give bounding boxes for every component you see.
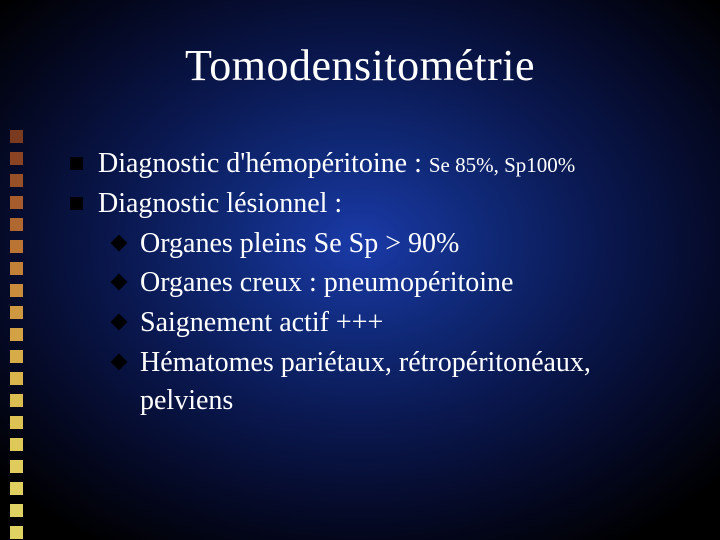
sub-bullet-item: Hématomes pariétaux, rétropéritonéaux, p… (70, 344, 680, 420)
bullet-text: Diagnostic d'hémopéritoine : (98, 148, 429, 179)
decorative-square (10, 482, 23, 495)
slide-body: Diagnostic d'hémopéritoine : Se 85%, Sp1… (70, 145, 680, 420)
slide: Tomodensitométrie Diagnostic d'hémopérit… (0, 0, 720, 540)
decorative-square (10, 416, 23, 429)
sub-bullet-text: Organes pleins Se Sp > 90% (140, 228, 459, 259)
decorative-square (10, 460, 23, 473)
sub-bullet-text: Organes creux : pneumopéritoine (140, 267, 513, 298)
diamond-bullet-icon (111, 314, 128, 331)
slide-title: Tomodensitométrie (0, 40, 720, 91)
diamond-bullet-icon (111, 353, 128, 370)
decorative-square (10, 196, 23, 209)
sub-bullet-text: Hématomes pariétaux, rétropéritonéaux, p… (140, 347, 591, 416)
decorative-square (10, 152, 23, 165)
decorative-square (10, 218, 23, 231)
diamond-bullet-icon (111, 234, 128, 251)
decorative-square (10, 262, 23, 275)
decorative-squares-column (10, 130, 23, 540)
decorative-square (10, 372, 23, 385)
sub-bullet-item: Organes creux : pneumopéritoine (70, 264, 680, 302)
decorative-square (10, 130, 23, 143)
decorative-square (10, 328, 23, 341)
bullet-item: Diagnostic lésionnel : (70, 185, 680, 223)
decorative-square (10, 394, 23, 407)
decorative-square (10, 526, 23, 539)
bullet-text-small: Se 85%, Sp100% (429, 153, 575, 177)
square-bullet-icon (70, 197, 83, 210)
sub-bullet-item: Saignement actif +++ (70, 304, 680, 342)
sub-bullet-item: Organes pleins Se Sp > 90% (70, 225, 680, 263)
decorative-square (10, 174, 23, 187)
decorative-square (10, 438, 23, 451)
diamond-bullet-icon (111, 274, 128, 291)
decorative-square (10, 350, 23, 363)
decorative-square (10, 240, 23, 253)
sub-bullet-text: Saignement actif +++ (140, 307, 383, 338)
decorative-square (10, 306, 23, 319)
bullet-text: Diagnostic lésionnel : (98, 188, 342, 219)
bullet-item: Diagnostic d'hémopéritoine : Se 85%, Sp1… (70, 145, 680, 183)
decorative-square (10, 504, 23, 517)
square-bullet-icon (70, 157, 83, 170)
decorative-square (10, 284, 23, 297)
